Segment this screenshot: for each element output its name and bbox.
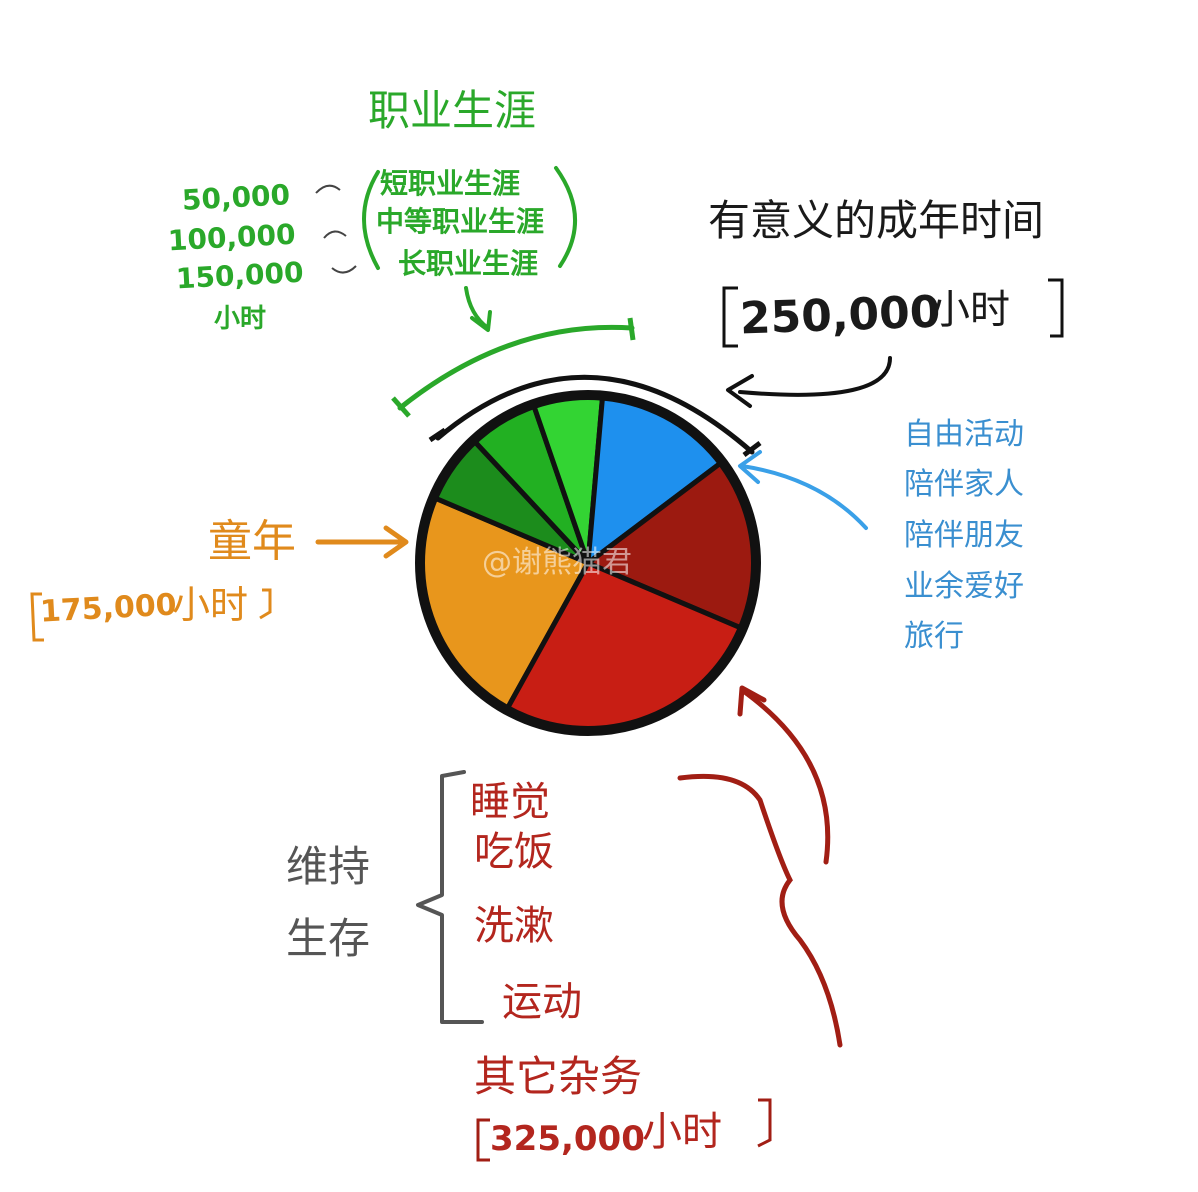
career-hours-medium: 100,000 [167,217,297,258]
survival-arrow [739,687,831,865]
meaningful-unit: 小时 [930,287,1010,333]
childhood-hours: 175,000 [39,587,178,630]
survival-other: 其它杂务 [474,1052,643,1101]
activity-hobbies: 业余爱好 [904,569,1024,604]
meaningful-bracket-end-left [428,427,447,443]
career-bracket [397,324,635,411]
survival-hours-bracket-right [757,1098,772,1148]
career-paren-right [554,166,578,268]
career-title: 职业生涯 [368,86,537,135]
survival-group-label-1: 维持 [286,842,371,891]
group-brace [416,770,484,1024]
meaningful-hours-bracket-right [1048,278,1064,338]
pie-outline [415,390,761,736]
activity-friends: 陪伴朋友 [904,518,1024,553]
career-item-medium: 中等职业生涯 [376,205,545,238]
meaningful-bracket [435,374,755,455]
survival-brace [677,773,843,1048]
meaningful-hours-bracket-left [722,286,738,348]
survival-unit: 小时 [642,1109,722,1155]
career-item-long: 长职业生涯 [398,247,539,280]
career-hours-long: 150,000 [175,255,305,296]
survival-item-eat: 吃饭 [474,829,554,875]
survival-item-sleep: 睡觉 [470,779,550,825]
meaningful-bracket-end-right [742,441,762,457]
career-paren-left [362,170,380,270]
activity-travel: 旅行 [904,619,964,654]
activity-free-time: 自由活动 [904,417,1024,452]
meaningful-title: 有意义的成年时间 [708,196,1045,245]
childhood-title: 童年 [208,516,296,567]
career-bracket-end-left [391,396,411,418]
activities-arrow [740,464,868,530]
childhood-hours-bracket-left [30,592,44,642]
activity-family: 陪伴家人 [904,467,1024,502]
childhood-hours-bracket-right [259,588,272,620]
survival-group-label-2: 生存 [286,914,371,963]
survival-item-wash: 洗漱 [474,903,554,949]
career-hours-short: 50,000 [181,178,291,217]
career-item-short: 短职业生涯 [380,167,521,200]
survival-hours: 325,000 [490,1119,645,1159]
career-hours-unit: 小时 [214,304,267,334]
meaningful-hours: 250,000 [739,286,942,345]
survival-item-exercise: 运动 [502,979,582,1025]
childhood-unit: 小时 [172,583,249,627]
meaningful-arrow [738,356,892,397]
career-bracket-end-right [627,317,636,341]
watermark: @谢熊猫君 [482,545,632,580]
survival-hours-bracket-left [476,1118,490,1162]
